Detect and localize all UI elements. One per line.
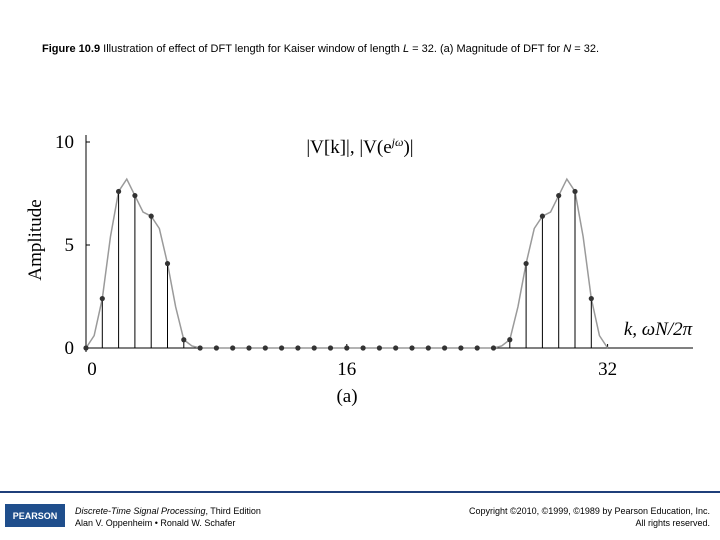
stem-dot xyxy=(99,295,105,302)
stem-dot xyxy=(279,345,285,351)
stem-dot xyxy=(425,345,431,351)
y-tick-label: 10 xyxy=(55,132,74,153)
stem-dot xyxy=(197,345,203,351)
y-tick-label: 0 xyxy=(65,338,75,359)
stem-dot xyxy=(311,345,317,351)
panel-caption: (a) xyxy=(336,386,357,407)
stem-dot xyxy=(213,345,219,351)
x-tick-label: 16 xyxy=(337,359,356,380)
stem-dot xyxy=(148,213,154,219)
logo-box xyxy=(5,504,65,527)
caption-text: = 32. xyxy=(571,43,599,55)
stem-dot xyxy=(262,345,268,351)
stem-dot xyxy=(393,345,399,351)
stem-dot xyxy=(360,345,366,351)
stem-dot xyxy=(458,345,464,351)
stem-dot xyxy=(376,345,382,351)
plot-title-part: )| xyxy=(403,137,413,158)
stem-dot xyxy=(572,188,578,195)
rights: All rights reserved. xyxy=(635,518,710,528)
plot-title: |V[k]|, |V(ejω)| xyxy=(306,135,413,158)
y-axis-label: Amplitude xyxy=(25,199,46,280)
book-edition: , Third Edition xyxy=(205,506,260,516)
plot-title-part: jω xyxy=(390,135,404,149)
figure-number: Figure 10.9 xyxy=(42,43,100,55)
stem-dot xyxy=(474,345,480,351)
stem-dot xyxy=(588,295,594,302)
x-tick-label: 32 xyxy=(598,359,617,380)
book-line: Discrete-Time Signal Processing, Third E… xyxy=(75,506,261,516)
book-title: Discrete-Time Signal Processing xyxy=(75,506,205,516)
stem-dot xyxy=(181,337,187,343)
stem-dot xyxy=(344,345,350,351)
stem-dot xyxy=(409,345,415,351)
stem-dot xyxy=(490,345,497,351)
stem-dot xyxy=(539,213,546,219)
stem-dot xyxy=(132,192,138,199)
x-axis-label: k, ωN/2π xyxy=(624,319,693,340)
stem-dot xyxy=(116,188,122,195)
stem-dot xyxy=(230,345,236,351)
stem-dot xyxy=(83,345,89,351)
authors: Alan V. Oppenheim • Ronald W. Schafer xyxy=(75,518,235,528)
stem-dot xyxy=(556,192,562,199)
stem-dot xyxy=(246,345,252,351)
dtft-curve xyxy=(85,177,609,349)
y-tick-label: 5 xyxy=(65,235,75,256)
stem-dot xyxy=(523,260,529,267)
caption-text: N xyxy=(563,43,571,55)
figure-caption: Figure 10.9 Illustration of effect of DF… xyxy=(42,43,599,55)
caption-text: = 32. (a) Magnitude of DFT for xyxy=(409,43,563,55)
stem-dot xyxy=(164,260,171,267)
stem-dot xyxy=(295,345,301,351)
logo: PEARSON xyxy=(13,511,58,521)
plot: 0 5 10 0 16 32 xyxy=(55,132,693,380)
plot-title-part: |V[k]|, |V(e xyxy=(306,137,391,158)
caption-text: Illustration of effect of DFT length for… xyxy=(100,43,403,55)
caption-text: L xyxy=(403,43,409,55)
copyright: Copyright ©2010, ©1999, ©1989 by Pearson… xyxy=(469,506,710,516)
stem-dot xyxy=(507,337,513,343)
x-tick-label: 0 xyxy=(87,359,97,380)
stem-dot xyxy=(327,345,334,351)
stem-dot xyxy=(442,345,448,351)
